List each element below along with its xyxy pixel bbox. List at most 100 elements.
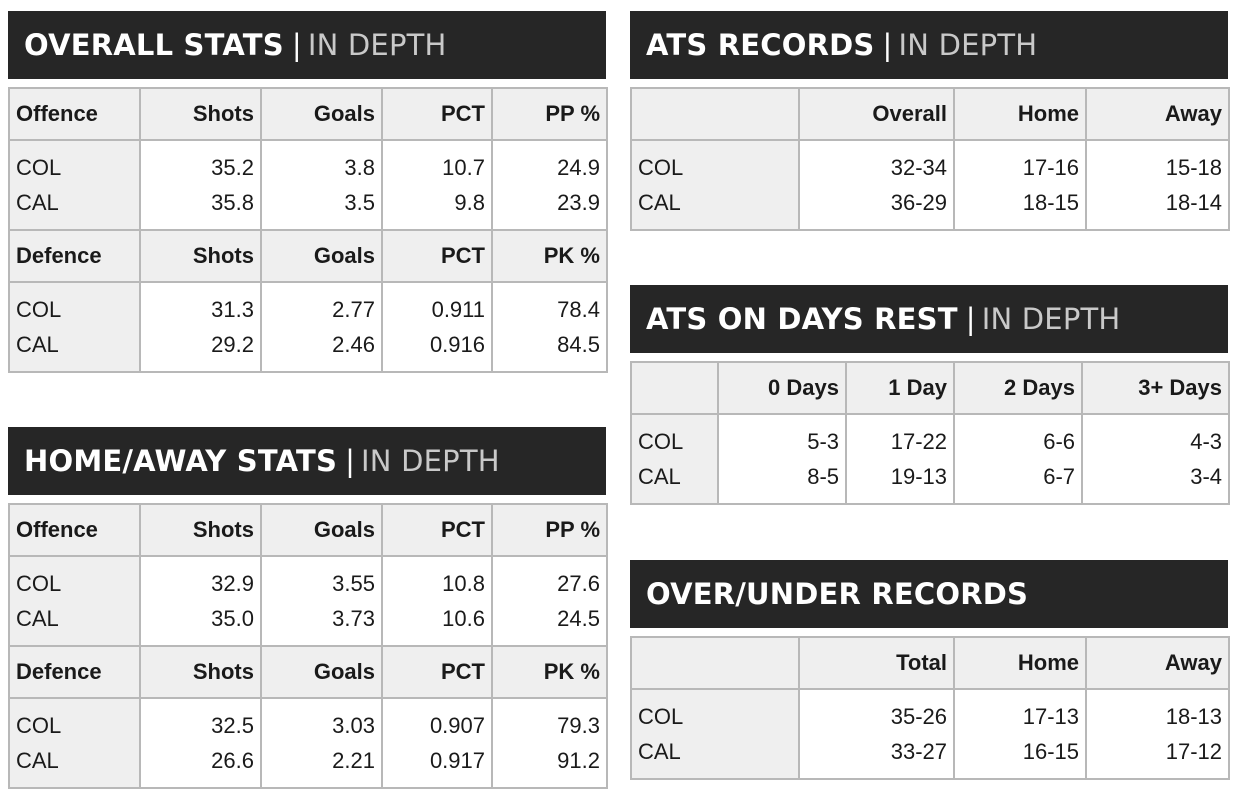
record-value: 3-4 [1190,464,1222,489]
record-value: 18-15 [1022,190,1079,215]
defence-label: Defence [8,645,141,699]
stat-value: 3.55 [332,571,375,596]
column-header: Shots [139,87,262,141]
column-header: Goals [260,229,383,283]
team-name: CAL [16,606,59,631]
stat-value: 35.8 [211,190,254,215]
column-header: Goals [260,87,383,141]
record-value: 4-3 [1190,429,1222,454]
stat-value: 9.8 [454,190,485,215]
table-row: COL CAL 32.5 26.6 3.03 2.21 0.907 0.917 79.… [8,697,608,789]
record-value: 17-16 [1022,155,1079,180]
record-value: 15-18 [1165,155,1222,180]
overall-stats-panel: OVERALL STATS | IN DEPTH Offence Shots G… [8,11,608,373]
record-value: 33-27 [890,739,947,764]
column-header: PP % [491,503,608,557]
stat-value: 32.5 [211,713,254,738]
record-value: 32-34 [890,155,947,180]
ats-days-rest-subtitle: IN DEPTH [981,302,1121,336]
column-header: Shots [139,503,262,557]
offence-label: Offence [8,87,141,141]
stat-value: 79.3 [557,713,600,738]
stat-value: 24.5 [557,606,600,631]
record-value: 19-13 [890,464,947,489]
column-header: Overall [798,87,955,141]
table-row: COL CAL 35.2 35.8 3.8 3.5 10.7 9.8 24.9 23.9 [8,139,608,231]
team-name: COL [638,155,684,180]
team-name: COL [16,571,62,596]
team-name: CAL [16,190,59,215]
ats-records-subtitle: IN DEPTH [898,28,1038,62]
column-header: PCT [381,645,493,699]
column-header: PK % [491,229,608,283]
table-row: COL CAL 31.3 29.2 2.77 2.46 0.911 0.916 78.… [8,281,608,373]
stat-value: 3.5 [344,190,375,215]
ats-days-rest-table: 0 Days 1 Day 2 Days 3+ Days COL CAL 5-3 8… [630,361,1230,505]
record-value: 36-29 [890,190,947,215]
over-under-records-banner: OVER/UNDER RECORDS [630,560,1228,628]
home-away-stats-title: HOME/AWAY STATS [24,444,338,478]
record-value: 16-15 [1022,739,1079,764]
column-header: PCT [381,229,493,283]
column-header: PCT [381,87,493,141]
overall-stats-title: OVERALL STATS [24,28,284,62]
stat-value: 10.6 [442,606,485,631]
stat-value: 35.2 [211,155,254,180]
stat-value: 24.9 [557,155,600,180]
table-row: COL CAL 32.9 35.0 3.55 3.73 10.8 10.6 27.6 2… [8,555,608,647]
stat-value: 0.916 [429,332,485,357]
stat-value: 91.2 [557,748,600,773]
stat-value: 29.2 [211,332,254,357]
record-value: 6-6 [1043,429,1075,454]
record-value: 18-14 [1165,190,1222,215]
table-header-row: Defence Shots Goals PCT PK % [8,229,608,283]
team-name: CAL [16,748,59,773]
stat-value: 2.77 [332,297,375,322]
team-name: COL [16,155,62,180]
column-header: PK % [491,645,608,699]
column-header: Away [1085,636,1230,690]
team-name: CAL [638,190,681,215]
overall-stats-banner: OVERALL STATS | IN DEPTH [8,11,606,79]
column-header: Home [953,87,1087,141]
table-header-row: Overall Home Away [630,87,1230,141]
stat-value: 3.8 [344,155,375,180]
offence-label: Offence [8,503,141,557]
column-header: 3+ Days [1081,361,1230,415]
stat-value: 10.8 [442,571,485,596]
table-header-row: Defence Shots Goals PCT PK % [8,645,608,699]
overall-stats-subtitle: IN DEPTH [307,28,447,62]
stat-value: 26.6 [211,748,254,773]
table-header-row: Offence Shots Goals PCT PP % [8,503,608,557]
over-under-records-panel: OVER/UNDER RECORDS Total Home Away COL C… [630,560,1230,780]
column-header: PP % [491,87,608,141]
team-name: COL [16,713,62,738]
overall-stats-table: Offence Shots Goals PCT PP % COL CAL 35.… [8,87,608,373]
table-header-row: 0 Days 1 Day 2 Days 3+ Days [630,361,1230,415]
stat-value: 0.911 [431,297,485,322]
stat-value: 27.6 [557,571,600,596]
stat-value: 0.917 [429,748,485,773]
column-header: PCT [381,503,493,557]
stat-value: 23.9 [557,190,600,215]
team-name: COL [638,429,684,454]
record-value: 5-3 [807,429,839,454]
stat-value: 3.73 [332,606,375,631]
record-value: 8-5 [807,464,839,489]
home-away-stats-table: Offence Shots Goals PCT PP % COL CAL 32.… [8,503,608,789]
ats-records-banner: ATS RECORDS | IN DEPTH [630,11,1228,79]
column-header: Shots [139,229,262,283]
ats-records-table: Overall Home Away COL CAL 32-34 36-29 17-… [630,87,1230,231]
stat-value: 0.907 [429,713,485,738]
stat-value: 2.21 [332,748,375,773]
record-value: 17-22 [890,429,947,454]
column-header: Home [953,636,1087,690]
column-header: Total [798,636,955,690]
stat-value: 84.5 [557,332,600,357]
ats-records-panel: ATS RECORDS | IN DEPTH Overall Home Away… [630,11,1230,231]
ats-days-rest-panel: ATS ON DAYS REST | IN DEPTH 0 Days 1 Day… [630,285,1230,505]
defence-label: Defence [8,229,141,283]
ats-records-title: ATS RECORDS [646,28,875,62]
table-header-row: Total Home Away [630,636,1230,690]
column-header: Goals [260,503,383,557]
